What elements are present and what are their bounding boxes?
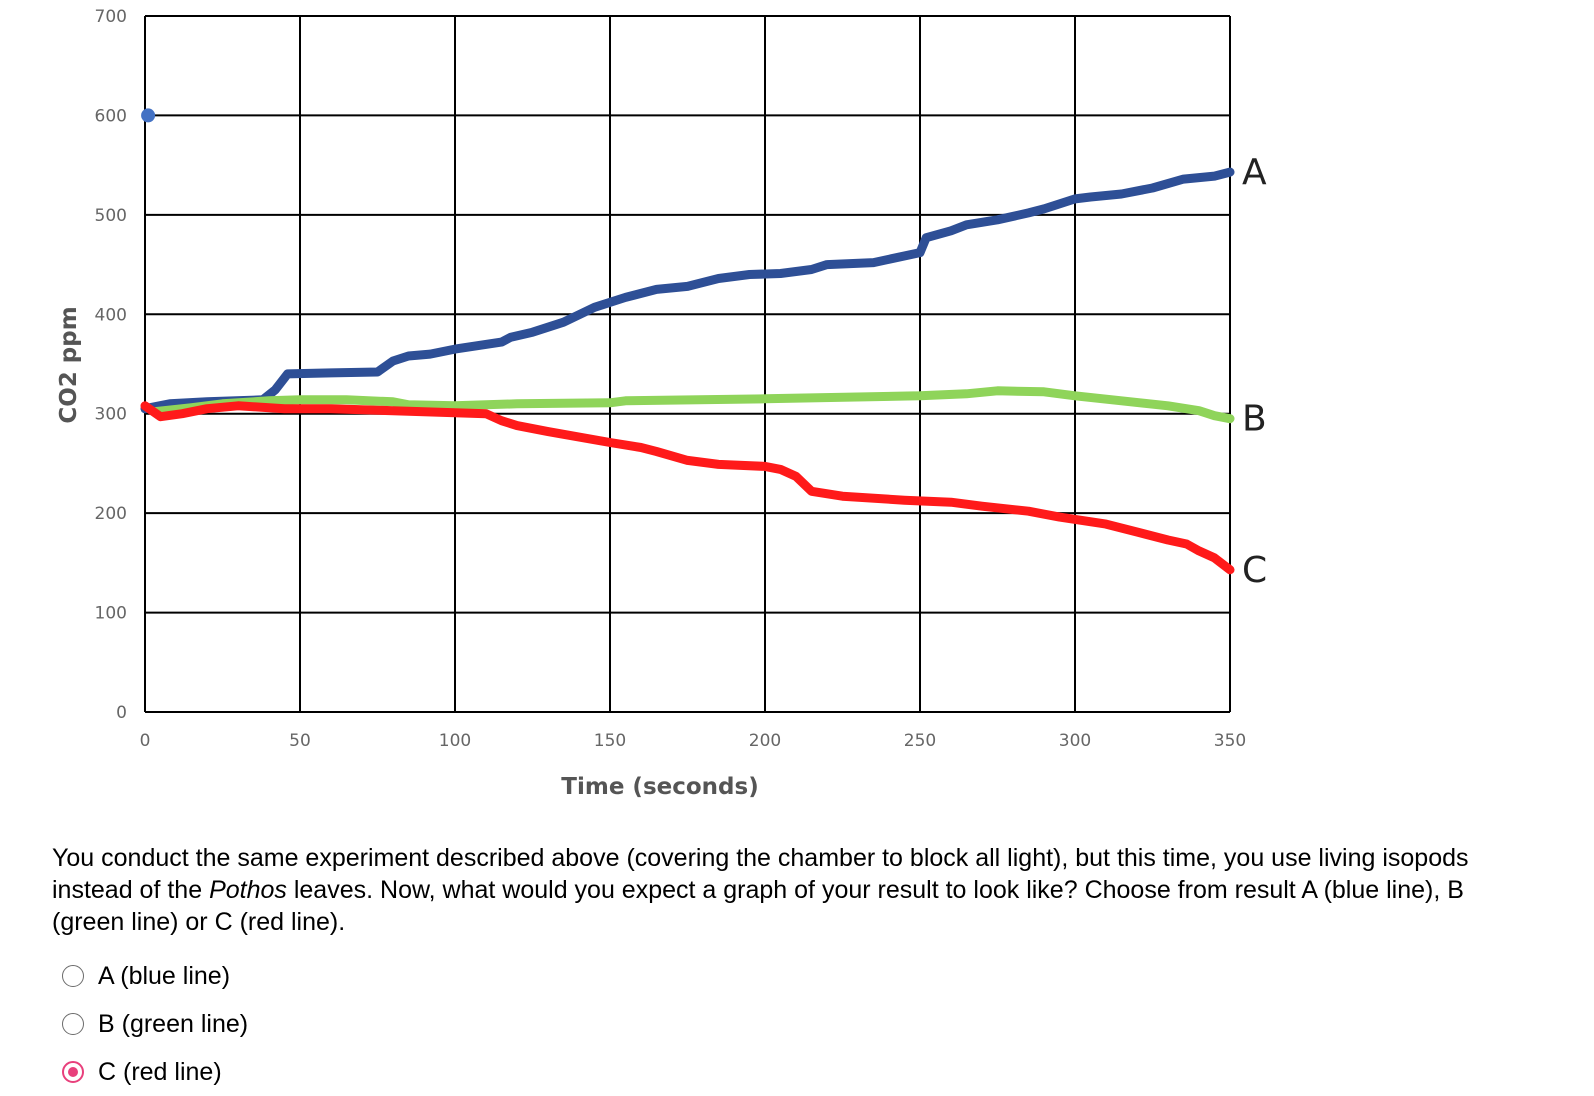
series-end-labels: A B C	[1242, 152, 1267, 591]
chart-series	[140, 108, 1235, 575]
chart-grid	[144, 15, 1231, 713]
radio-c-icon[interactable]	[62, 1061, 84, 1083]
option-c[interactable]: C (red line)	[62, 1048, 248, 1096]
y-tick-label: 400	[95, 305, 127, 325]
y-axis-ticks: 0 100 200 300 400 500 600 700	[95, 7, 127, 723]
x-tick-label: 0	[140, 731, 151, 751]
radio-a-icon[interactable]	[62, 965, 84, 987]
x-tick-label: 250	[904, 731, 936, 751]
question-text: You conduct the same experiment describe…	[52, 842, 1532, 938]
y-tick-label: 500	[95, 206, 127, 226]
data-point-marker	[141, 108, 156, 123]
y-axis-title: CO2 ppm	[56, 306, 82, 423]
x-tick-label: 150	[594, 731, 626, 751]
series-label-c: C	[1242, 550, 1267, 591]
y-tick-label: 200	[95, 504, 127, 524]
x-tick-label: 350	[1214, 731, 1246, 751]
option-a[interactable]: A (blue line)	[62, 952, 248, 1000]
x-tick-label: 100	[439, 731, 471, 751]
co2-line-chart: 0 100 200 300 400 500 600 700 0 50 100 150 200 250 30…	[56, 7, 1267, 800]
x-tick-label: 200	[749, 731, 781, 751]
x-tick-label: 300	[1059, 731, 1091, 751]
series-label-a: A	[1242, 152, 1267, 193]
y-tick-label: 0	[116, 703, 127, 723]
y-tick-label: 300	[95, 405, 127, 425]
option-b[interactable]: B (green line)	[62, 1000, 248, 1048]
question-text-part1: You conduct the same experiment describe…	[52, 844, 1469, 904]
series-label-b: B	[1242, 399, 1267, 440]
x-axis-ticks: 0 50 100 150 200 250 300 350	[140, 731, 1247, 751]
option-a-label: A (blue line)	[98, 961, 231, 990]
y-tick-label: 700	[95, 7, 127, 27]
y-tick-label: 600	[95, 106, 127, 126]
question-text-part2: leaves. Now, what would you expect a gra…	[52, 876, 1464, 936]
x-axis-title: Time (seconds)	[561, 774, 758, 800]
option-c-label: C (red line)	[98, 1057, 222, 1086]
answer-options: A (blue line) B (green line) C (red line…	[62, 952, 248, 1096]
series-line-b	[149, 386, 1235, 424]
option-b-label: B (green line)	[98, 1009, 249, 1038]
question-italic-term: Pothos	[209, 876, 287, 904]
radio-b-icon[interactable]	[62, 1013, 84, 1035]
x-tick-label: 50	[289, 731, 311, 751]
series-line-c	[140, 401, 1235, 575]
y-tick-label: 100	[95, 604, 127, 624]
series-line-a	[140, 167, 1235, 414]
